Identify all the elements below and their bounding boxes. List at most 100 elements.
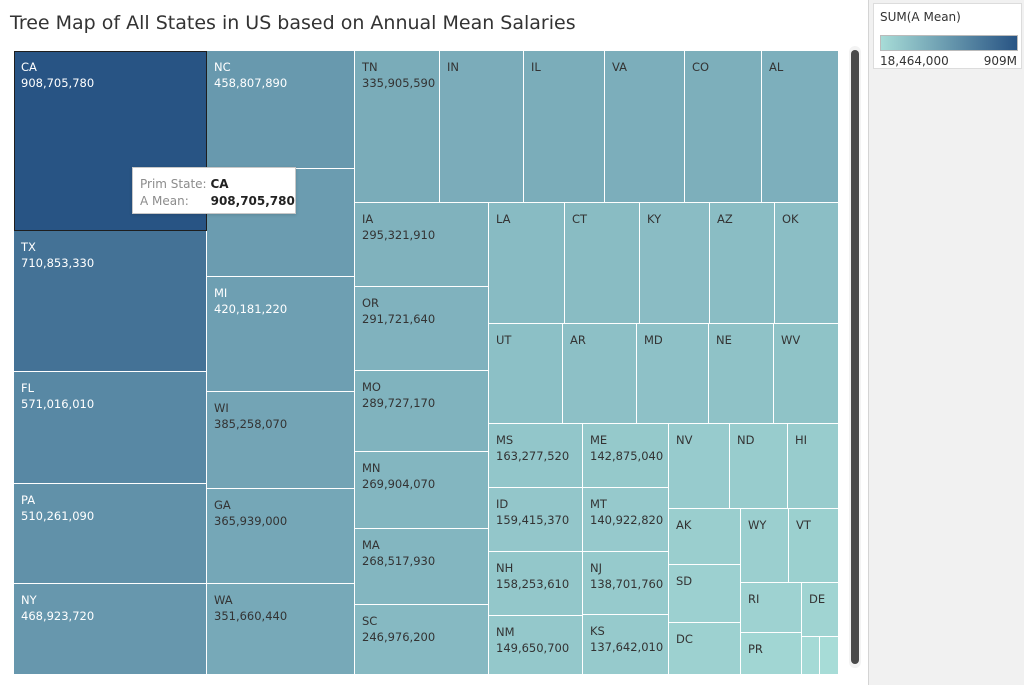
- treemap-cell-la[interactable]: LA: [489, 203, 565, 324]
- treemap-cell-ok[interactable]: OK: [775, 203, 839, 324]
- treemap-cell-ct[interactable]: CT: [565, 203, 640, 324]
- treemap-cell-ar[interactable]: AR: [563, 324, 637, 424]
- treemap-cell-wy[interactable]: WY: [741, 509, 789, 583]
- treemap-cell-ny[interactable]: NY 468,923,720: [14, 584, 207, 675]
- treemap-cell-nd[interactable]: ND: [730, 424, 788, 509]
- treemap-cell-nh[interactable]: NH 158,253,610: [489, 552, 583, 616]
- cell-label: ND: [737, 433, 755, 447]
- treemap-cell-mt[interactable]: MT 140,922,820: [583, 488, 669, 552]
- cell-label: NV: [676, 433, 693, 447]
- cell-label: AR: [570, 333, 586, 347]
- treemap-cell-ak[interactable]: AK: [669, 509, 741, 565]
- treemap-cell-sd[interactable]: SD: [669, 565, 741, 623]
- treemap-cell-wv[interactable]: WV: [774, 324, 839, 424]
- treemap-cell-wa[interactable]: WA 351,660,440: [207, 584, 355, 675]
- treemap-cell-tn[interactable]: TN 335,905,590: [355, 51, 440, 203]
- cell-label: OK: [782, 212, 799, 226]
- treemap-cell-or[interactable]: OR 291,721,640: [355, 287, 489, 371]
- treemap-cell-fl[interactable]: FL 571,016,010: [14, 372, 207, 484]
- cell-label: SC 246,976,200: [362, 614, 436, 644]
- treemap-cell-pr[interactable]: PR: [741, 633, 802, 675]
- cell-label: VT: [796, 518, 811, 532]
- cell-label: DC: [676, 632, 693, 646]
- cell-label: HI: [795, 433, 808, 447]
- cell-label: FL 571,016,010: [21, 381, 95, 411]
- treemap-cell-wi[interactable]: WI 385,258,070: [207, 392, 355, 489]
- cell-label: TN 335,905,590: [362, 60, 436, 90]
- cell-label: NE: [716, 333, 732, 347]
- treemap-cell-ut[interactable]: UT: [489, 324, 563, 424]
- treemap-cell-ks[interactable]: KS 137,642,010: [583, 615, 669, 675]
- treemap-cell-mn[interactable]: MN 269,904,070: [355, 452, 489, 529]
- treemap-cell-ne[interactable]: NE: [709, 324, 774, 424]
- cell-label: MD: [644, 333, 663, 347]
- treemap-cell-nv[interactable]: NV: [669, 424, 730, 509]
- cell-label: CT: [572, 212, 588, 226]
- treemap-cell-id[interactable]: ID 159,415,370: [489, 488, 583, 552]
- cell-label: MS 163,277,520: [496, 433, 570, 463]
- cell-label: WA 351,660,440: [214, 593, 288, 623]
- treemap-cell-pa[interactable]: PA 510,261,090: [14, 484, 207, 584]
- treemap-cell-hi[interactable]: HI: [788, 424, 839, 509]
- cell-label: KS 137,642,010: [590, 624, 664, 654]
- cell-label: ME 142,875,040: [590, 433, 664, 463]
- legend-min-label: 18,464,000: [880, 54, 949, 68]
- treemap-cell-va[interactable]: VA: [605, 51, 685, 203]
- cell-label: OR 291,721,640: [362, 296, 436, 326]
- treemap-cell-ri[interactable]: RI: [741, 583, 802, 633]
- cell-label: TX 710,853,330: [21, 240, 95, 270]
- treemap-cell-ia[interactable]: IA 295,321,910: [355, 203, 489, 287]
- treemap-cell-unlabeled[interactable]: [802, 637, 820, 675]
- tooltip-state-key: Prim State:: [140, 177, 207, 191]
- legend-max-label: 909M: [983, 54, 1017, 68]
- treemap-cell-dc[interactable]: DC: [669, 623, 741, 675]
- cell-label: WV: [781, 333, 801, 347]
- treemap-cell-vt[interactable]: VT: [789, 509, 839, 583]
- cell-label: MA 268,517,930: [362, 538, 436, 568]
- treemap: CA 908,705,780 TX 710,853,330 FL 571,016,0…: [14, 51, 839, 675]
- treemap-cell-mo[interactable]: MO 289,727,170: [355, 371, 489, 452]
- treemap-cell-unlabeled[interactable]: [820, 637, 839, 675]
- cell-label: MO 289,727,170: [362, 380, 436, 410]
- cell-label: VA: [612, 60, 627, 74]
- cell-label: LA: [496, 212, 511, 226]
- treemap-cell-ga[interactable]: GA 365,939,000: [207, 489, 355, 584]
- treemap-cell-ms[interactable]: MS 163,277,520: [489, 424, 583, 488]
- tooltip: Prim State: CA A Mean: 908,705,780: [132, 167, 296, 214]
- cell-label: NM 149,650,700: [496, 625, 570, 655]
- cell-label: NC 458,807,890: [214, 60, 288, 90]
- cell-label: UT: [496, 333, 512, 347]
- cell-label: AZ: [717, 212, 733, 226]
- cell-label: NY 468,923,720: [21, 593, 95, 623]
- treemap-cell-il[interactable]: IL: [524, 51, 605, 203]
- cell-label: PR: [748, 642, 763, 656]
- treemap-cell-de[interactable]: DE: [802, 583, 839, 637]
- treemap-cell-tx[interactable]: TX 710,853,330: [14, 231, 207, 372]
- cell-label: WI 385,258,070: [214, 401, 288, 431]
- cell-label: AK: [676, 518, 692, 532]
- treemap-cell-md[interactable]: MD: [637, 324, 709, 424]
- treemap-cell-ky[interactable]: KY: [640, 203, 710, 324]
- treemap-cell-az[interactable]: AZ: [710, 203, 775, 324]
- cell-label: GA 365,939,000: [214, 498, 288, 528]
- cell-label: SD: [676, 574, 693, 588]
- treemap-cell-nc[interactable]: NC 458,807,890: [207, 51, 355, 169]
- treemap-cell-mi[interactable]: MI 420,181,220: [207, 277, 355, 392]
- cell-label: ID 159,415,370: [496, 497, 570, 527]
- treemap-cell-co[interactable]: CO: [685, 51, 762, 203]
- legend-title: SUM(A Mean): [880, 10, 961, 24]
- cell-label: IN: [447, 60, 459, 74]
- treemap-cell-nj[interactable]: NJ 138,701,760: [583, 552, 669, 615]
- cell-label: IA 295,321,910: [362, 212, 436, 242]
- treemap-cell-me[interactable]: ME 142,875,040: [583, 424, 669, 488]
- cell-label: RI: [748, 592, 760, 606]
- scrollbar-thumb[interactable]: [851, 50, 859, 664]
- treemap-cell-ma[interactable]: MA 268,517,930: [355, 529, 489, 605]
- treemap-cell-sc[interactable]: SC 246,976,200: [355, 605, 489, 675]
- cell-label: NH 158,253,610: [496, 561, 570, 591]
- cell-label: IL: [531, 60, 541, 74]
- treemap-cell-in[interactable]: IN: [440, 51, 524, 203]
- cell-label: CO: [692, 60, 710, 74]
- treemap-cell-nm[interactable]: NM 149,650,700: [489, 616, 583, 675]
- treemap-cell-al[interactable]: AL: [762, 51, 839, 203]
